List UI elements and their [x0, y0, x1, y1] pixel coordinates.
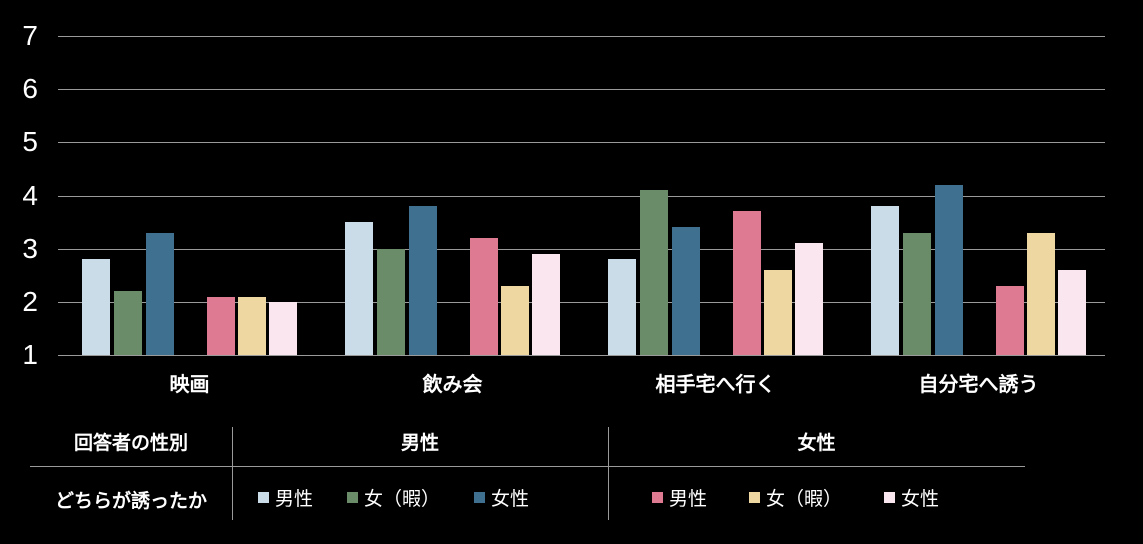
bar: [532, 253, 560, 355]
legend-label: 男性: [275, 489, 314, 510]
legend-swatch: [474, 492, 486, 503]
bar: [377, 248, 405, 355]
bar: [501, 285, 529, 355]
bar: [996, 285, 1024, 355]
gridline: [58, 142, 1105, 144]
y-axis-tick-label: 6: [22, 73, 38, 105]
bar: [871, 206, 899, 355]
legend-item: 女（暇）: [749, 484, 842, 511]
gridline: [58, 248, 1105, 250]
legend-label: 女（暇）: [766, 489, 843, 510]
bar: [608, 259, 636, 355]
table-vertical-divider-2: [608, 427, 609, 520]
y-axis-tick-label: 4: [22, 179, 38, 211]
bar: [146, 232, 174, 355]
bar: [269, 301, 297, 355]
legend-swatch: [884, 492, 896, 503]
bar: [764, 269, 792, 355]
table-header-female-respondents: 女性: [797, 433, 836, 454]
bar: [795, 243, 823, 355]
bar: [82, 259, 110, 355]
table-header-respondent-gender: 回答者の性別: [73, 433, 188, 454]
legend-item: 女（暇）: [347, 484, 440, 511]
bar: [903, 232, 931, 355]
legend-label: 女性: [491, 489, 530, 510]
category-label: 相手宅へ行く: [655, 374, 776, 396]
legend-label: 女（暇）: [364, 489, 441, 510]
gridline: [58, 89, 1105, 91]
category-label: 映画: [169, 374, 210, 396]
bar: [935, 184, 963, 355]
bar: [640, 190, 668, 355]
table-header-who-invited: どちらが誘ったか: [54, 491, 207, 512]
y-axis-tick-label: 2: [22, 285, 38, 317]
bar: [114, 291, 142, 355]
gridline: [58, 355, 1105, 356]
y-axis-tick-label: 5: [22, 126, 38, 158]
table-header-male-respondents: 男性: [400, 433, 439, 454]
category-label: 自分宅へ誘う: [918, 374, 1039, 396]
legend-label: 男性: [669, 489, 708, 510]
gridline: [58, 301, 1105, 303]
legend-swatch: [258, 492, 269, 503]
gridline: [58, 36, 1105, 37]
legend-swatch: [749, 492, 761, 503]
legend-item: 女性: [474, 484, 529, 511]
bar: [409, 206, 437, 355]
bar: [733, 211, 761, 355]
table-vertical-divider-1: [232, 427, 233, 520]
legend-label: 女性: [901, 489, 940, 510]
legend-group-male: 男性 女（暇） 女性: [258, 484, 529, 511]
legend-swatch: [347, 492, 359, 503]
bar: [470, 238, 498, 355]
y-axis-tick-label: 1: [22, 339, 38, 370]
legend-group-female: 男性 女（暇） 女性: [652, 484, 939, 511]
legend-item: 女性: [884, 484, 939, 511]
bar: [1027, 232, 1055, 355]
gridline: [58, 195, 1105, 197]
category-label: 飲み会: [422, 374, 483, 396]
legend-item: 男性: [258, 484, 313, 511]
legend-swatch: [652, 492, 663, 503]
bar: [1058, 269, 1086, 355]
legend-item: 男性: [652, 484, 707, 511]
bar: [672, 227, 700, 355]
y-axis-tick-label: 3: [22, 232, 38, 264]
y-axis-tick-label: 7: [22, 20, 38, 51]
bar: [238, 296, 266, 355]
bar: [345, 222, 373, 355]
bar: [207, 296, 235, 355]
table-horizontal-divider: [30, 466, 1025, 467]
